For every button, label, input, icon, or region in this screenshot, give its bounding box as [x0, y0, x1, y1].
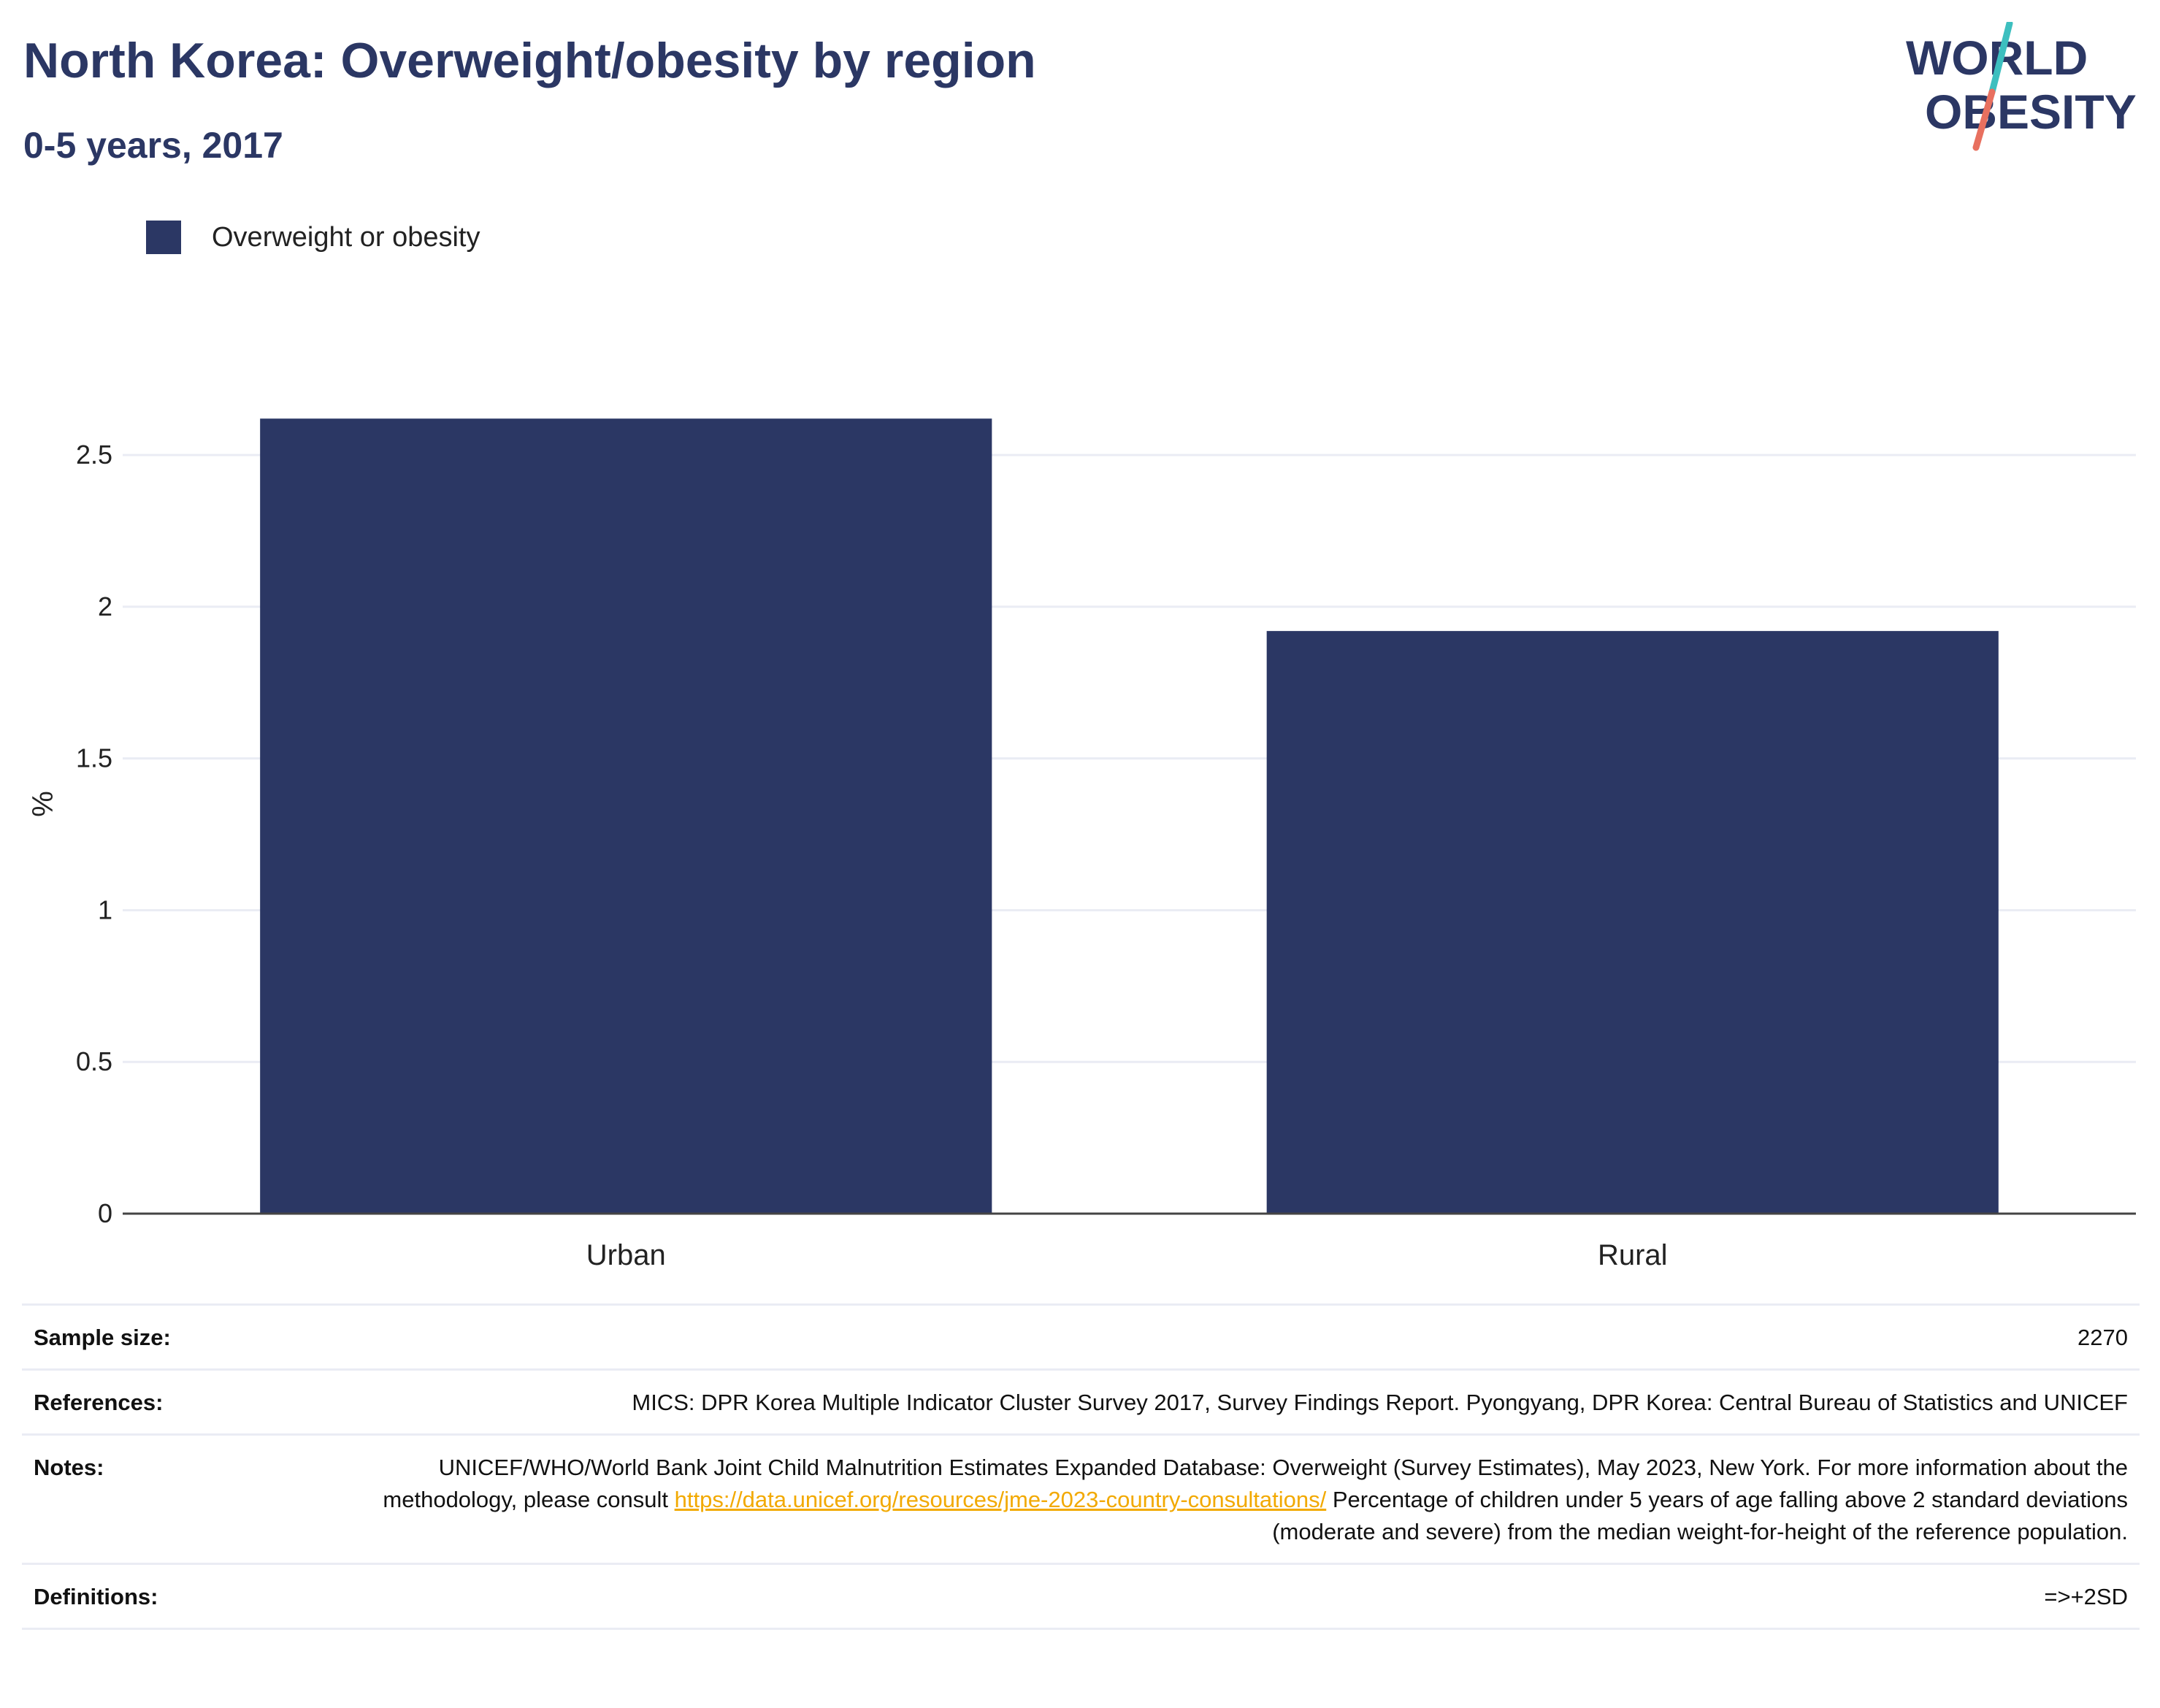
references-row: References: MICS: DPR Korea Multiple Ind… — [22, 1368, 2140, 1435]
sample-size-label: Sample size: — [22, 1303, 323, 1370]
y-tick-label: 0 — [98, 1198, 112, 1228]
chart-legend: Overweight or obesity — [146, 219, 480, 256]
bar-rural — [1266, 631, 1999, 1214]
sample-size-row: Sample size: 2270 — [22, 1303, 2140, 1370]
bars — [260, 418, 1999, 1214]
bar-urban — [260, 418, 992, 1214]
sample-size-value: 2270 — [323, 1303, 2140, 1370]
y-axis-title: % — [27, 791, 59, 817]
notes-text-before-link: UNICEF/WHO/World Bank Joint Child Malnut… — [383, 1455, 2128, 1512]
legend-label: Overweight or obesity — [212, 221, 480, 253]
y-tick-label: 2 — [98, 591, 112, 621]
chart-title: North Korea: Overweight/obesity by regio… — [23, 33, 1036, 88]
logo-slash-top — [1988, 22, 2013, 96]
chart-subtitle: 0-5 years, 2017 — [23, 125, 283, 166]
logo-text-obesity: OBESITY — [1925, 85, 2137, 139]
y-tick-label: 1 — [98, 895, 112, 924]
y-tick-label: 1.5 — [76, 743, 112, 773]
y-tick-label: 2.5 — [76, 440, 112, 470]
references-label: References: — [22, 1368, 323, 1435]
y-tick-label: 0.5 — [76, 1046, 112, 1076]
notes-link[interactable]: https://data.unicef.org/resources/jme-20… — [674, 1487, 1327, 1512]
definitions-label: Definitions: — [22, 1563, 323, 1630]
x-tick-label: Urban — [586, 1239, 666, 1271]
legend-swatch — [146, 221, 181, 254]
logo-slash-bottom — [1972, 88, 1996, 151]
definitions-row: Definitions: =>+2SD — [22, 1563, 2140, 1630]
definitions-value: =>+2SD — [323, 1563, 2140, 1630]
bar-chart: 0 0.5 1 1.5 2 2.5 Urban Rural% — [27, 418, 2136, 1271]
x-tick-label: Rural — [1598, 1239, 1668, 1271]
references-value: MICS: DPR Korea Multiple Indicator Clust… — [323, 1368, 2140, 1435]
axis-labels: 0 0.5 1 1.5 2 2.5 Urban Rural% — [27, 440, 1668, 1271]
notes-row: Notes: UNICEF/WHO/World Bank Joint Child… — [22, 1433, 2140, 1564]
notes-label: Notes: — [22, 1433, 323, 1564]
world-obesity-logo: WORLD OBESITY — [1906, 22, 2137, 151]
info-table: Sample size: 2270 References: MICS: DPR … — [22, 1303, 2140, 1630]
notes-value: UNICEF/WHO/World Bank Joint Child Malnut… — [323, 1433, 2140, 1564]
notes-text-after-link: Percentage of children under 5 years of … — [1272, 1487, 2128, 1544]
